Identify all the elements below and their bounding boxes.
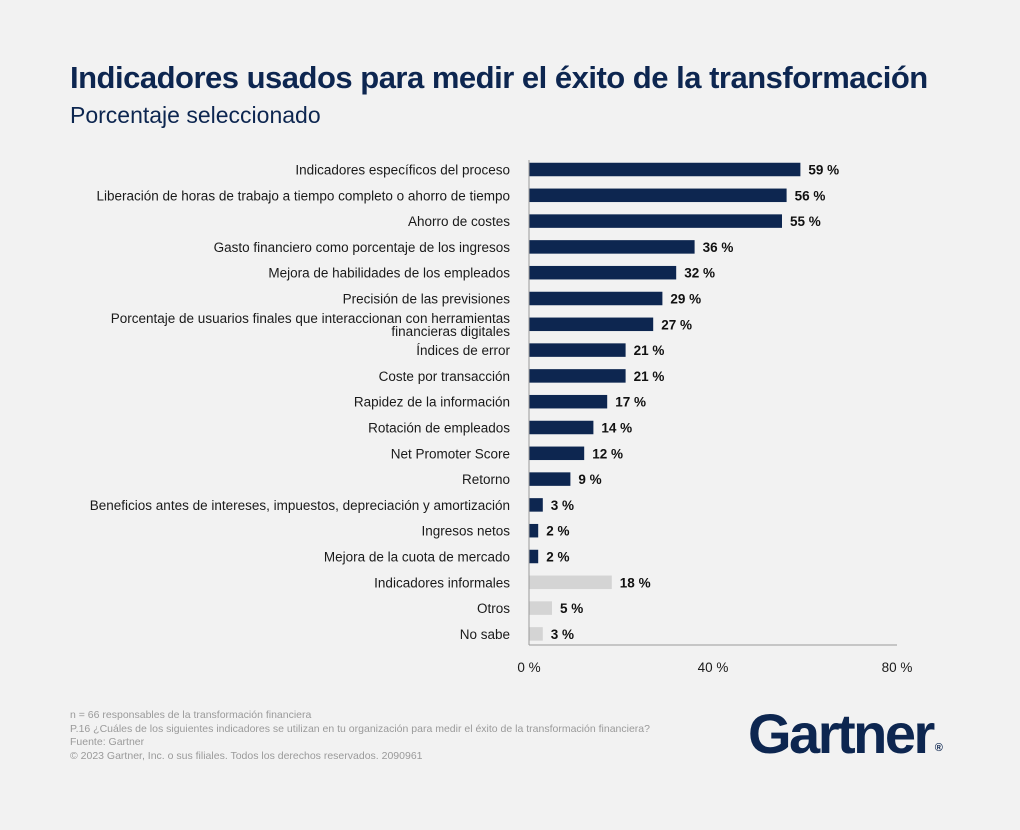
bar [529, 162, 801, 177]
chart-subtitle: Porcentaje seleccionado [70, 102, 321, 128]
category-label: Ingresos netos [421, 524, 510, 539]
category-label: Rapidez de la información [354, 395, 510, 410]
bar [529, 523, 539, 538]
category-label: Rotación de empleados [368, 421, 510, 436]
category-label: Porcentaje de usuarios finales que inter… [111, 311, 510, 326]
category-label: Mejora de habilidades de los empleados [268, 266, 510, 281]
bar [529, 498, 543, 512]
bar-value-label: 21 % [634, 343, 665, 358]
bar-value-label: 3 % [551, 498, 574, 513]
bar-value-label: 36 % [703, 240, 734, 255]
bar-value-label: 9 % [578, 472, 601, 487]
category-label: Precisión de las previsiones [343, 292, 511, 307]
bar-value-label: 21 % [634, 369, 665, 384]
bar [529, 601, 552, 615]
category-label: Mejora de la cuota de mercado [324, 550, 510, 565]
category-label: Índices de error [416, 343, 510, 358]
x-tick-label: 40 % [698, 660, 729, 675]
logo-registered-mark: ® [934, 742, 943, 754]
bar-value-label: 56 % [795, 188, 826, 203]
bar [529, 575, 612, 590]
category-label: Retorno [462, 472, 510, 487]
category-label: Ahorro de costes [408, 214, 510, 229]
bar [529, 549, 539, 564]
bar [529, 627, 543, 641]
bar-value-label: 2 % [546, 550, 569, 565]
chart-title: Indicadores usados para medir el éxito d… [70, 60, 928, 95]
category-label: financieras digitales [391, 324, 510, 339]
bar-value-label: 27 % [661, 317, 692, 332]
bar-value-label: 3 % [551, 627, 574, 642]
bar [529, 394, 608, 409]
footnote-copyright: © 2023 Gartner, Inc. o sus filiales. Tod… [70, 749, 423, 762]
category-label: Beneficios antes de intereses, impuestos… [90, 498, 510, 513]
bar [529, 291, 663, 306]
x-tick-label: 0 % [517, 660, 540, 675]
category-label: Liberación de horas de trabajo a tiempo … [96, 188, 510, 203]
bar-value-label: 55 % [790, 214, 821, 229]
bar [529, 240, 695, 254]
footnotes: n = 66 responsables de la transformación… [70, 709, 650, 763]
bar-value-label: 12 % [592, 446, 623, 461]
category-label: Net Promoter Score [391, 446, 510, 461]
footnote-source: Fuente: Gartner [70, 736, 145, 748]
gartner-logo: Gartner ® [748, 701, 943, 766]
bar [529, 369, 626, 383]
bar [529, 188, 787, 203]
bar [529, 446, 585, 461]
bar-value-label: 2 % [546, 524, 569, 539]
category-label: Indicadores informales [374, 575, 510, 590]
bar-value-label: 14 % [601, 421, 632, 436]
bar-value-label: 29 % [670, 292, 701, 307]
bar [529, 472, 571, 486]
bar-value-label: 17 % [615, 395, 646, 410]
footnote-question: P.16 ¿Cuáles de los siguientes indicador… [70, 722, 650, 735]
category-label: Otros [477, 601, 510, 616]
category-label: No sabe [460, 627, 510, 642]
bar-value-label: 32 % [684, 266, 715, 281]
bar [529, 317, 654, 332]
logo-text: Gartner [748, 702, 935, 765]
x-tick-label: 80 % [882, 660, 913, 675]
bar [529, 420, 594, 435]
bar-value-label: 5 % [560, 601, 583, 616]
bar [529, 343, 626, 357]
category-label: Gasto financiero como porcentaje de los … [214, 240, 511, 255]
category-label: Coste por transacción [379, 369, 510, 384]
bar-value-label: 18 % [620, 575, 651, 590]
footnote-sample: n = 66 responsables de la transformación… [70, 709, 312, 721]
category-label: Indicadores específicos del proceso [295, 163, 510, 178]
bar [529, 265, 677, 280]
bar [529, 214, 782, 228]
bar-value-label: 59 % [808, 163, 839, 178]
